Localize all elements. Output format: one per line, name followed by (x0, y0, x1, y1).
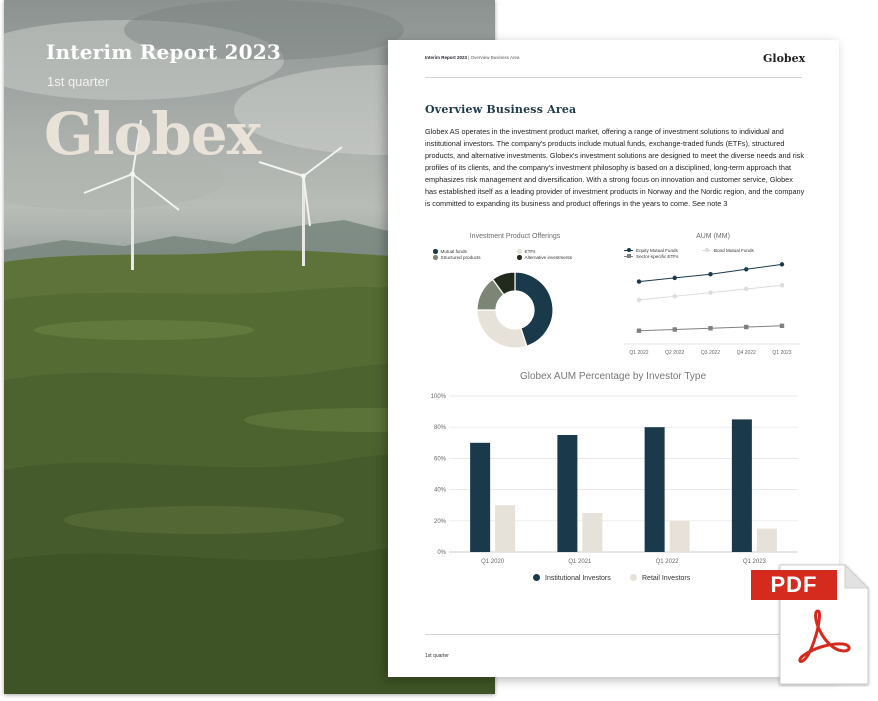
legend-swatch (630, 574, 637, 581)
cover-logo: Globex (44, 100, 261, 168)
legend-label: Structured products (440, 255, 481, 260)
legend-label: Equity Mutual Funds (636, 248, 678, 253)
line-point (636, 279, 642, 284)
x-tick-label: Q3 2022 (701, 350, 720, 356)
donut-legend-mutual-funds: Mutual funds (433, 249, 467, 254)
legend-swatch (702, 248, 711, 252)
legend-swatch (517, 255, 522, 260)
pdf-file-icon[interactable]: PDF (750, 563, 872, 687)
x-tick-label: Q1 2022 (629, 350, 648, 356)
y-tick-label: 100% (431, 394, 447, 400)
header-divider (425, 77, 802, 78)
y-tick-label: 20% (434, 519, 447, 525)
legend-swatch (517, 249, 522, 254)
line-point (636, 297, 642, 303)
donut-slice-mutual-funds (514, 271, 554, 347)
legend-swatch (433, 255, 438, 260)
donut-chart (476, 271, 554, 349)
header-logo: Globex (763, 52, 806, 65)
x-tick-label: Q2 2022 (665, 350, 684, 356)
legend-label: Sector-specific ETFs (636, 254, 679, 259)
line-legend-equity: Equity Mutual Funds (624, 248, 678, 253)
line-point (744, 267, 749, 272)
page-header-breadcrumb: Interim Report 2023 | Overview Business … (425, 55, 519, 60)
donut-legend-alternative: Alternative investments (517, 255, 572, 260)
bar-retail-investors (582, 513, 603, 552)
report-cover: Interim Report 2023 1st quarter Globex (4, 0, 495, 694)
bar-institutional-investors (644, 427, 665, 552)
y-tick-label: 0% (437, 550, 446, 556)
line-legend-bond: Bond Mutual Funds (702, 248, 754, 253)
cover-subtitle: 1st quarter (47, 74, 110, 89)
line-point (672, 327, 677, 332)
legend-swatch (624, 254, 633, 258)
legend-label: Alternative investments (524, 255, 573, 260)
legend-label: Bond Mutual Funds (714, 248, 754, 253)
acrobat-icon (798, 609, 851, 663)
x-tick-label: Q1 2023 (743, 559, 767, 565)
legend-label: Institutional Investors (545, 575, 611, 582)
line-legend-sector: Sector-specific ETFs (624, 254, 678, 259)
bar-institutional-investors (557, 435, 578, 552)
donut-legend-etfs: ETFs (517, 249, 535, 254)
line-point (672, 275, 677, 281)
bar-chart-title: Globex AUM Percentage by Investor Type (519, 371, 707, 382)
legend-swatch (533, 574, 540, 581)
line-point (744, 324, 749, 330)
x-tick-label: Q1 2020 (481, 559, 505, 565)
bar-legend-retail: Retail Investors (630, 574, 690, 582)
line-point (779, 262, 785, 267)
line-point (672, 294, 677, 299)
x-tick-label: Q1 2021 (568, 559, 592, 565)
line-point (708, 290, 713, 295)
pdf-label: PDF (751, 570, 837, 600)
legend-label: Mutual funds (440, 249, 467, 254)
legend-label: Retail Investors (642, 575, 691, 582)
bar-retail-investors (495, 505, 516, 552)
donut-chart-title: Investment Product Offerings (469, 233, 561, 240)
y-tick-label: 40% (434, 488, 447, 494)
bar-legend-institutional: Institutional Investors (533, 574, 611, 582)
bar-retail-investors (756, 528, 777, 552)
bar-institutional-investors (731, 419, 752, 552)
line-point (708, 326, 713, 331)
aum-line-chart: Q1 2022 Q2 2022 Q3 2022 Q4 2022 Q1 2023 (624, 262, 800, 356)
bar-retail-investors (669, 520, 690, 552)
bar-institutional-investors (470, 442, 491, 552)
footer-divider (425, 634, 802, 635)
header-report-name: Interim Report 2023 (425, 55, 468, 60)
cover-title: Interim Report 2023 (46, 40, 281, 64)
line-point (708, 272, 713, 277)
x-tick-label: Q1 2023 (772, 350, 791, 356)
donut-slice-alternative-investments (491, 271, 516, 296)
x-tick-label: Q4 2022 (737, 350, 756, 356)
legend-label: ETFs (524, 249, 536, 254)
page-footer: 1st quarter (425, 653, 449, 659)
page-heading: Overview Business Area (425, 103, 577, 116)
line-point (779, 323, 785, 328)
line-point (636, 328, 642, 333)
aum-bar-chart: 0% 20% 40% 60% 80% 100% Q1 2020 Q1 2021 Q1 2022 Q… (431, 394, 798, 565)
legend-swatch (624, 248, 633, 252)
y-tick-label: 60% (434, 456, 447, 462)
legend-swatch (433, 249, 438, 254)
header-section-name: | Overview Business Area (467, 55, 520, 60)
y-tick-label: 80% (434, 425, 447, 431)
x-tick-label: Q1 2022 (656, 559, 680, 565)
cover-landscape-image (4, 0, 495, 694)
donut-legend-structured: Structured products (433, 255, 481, 260)
line-point (779, 283, 785, 288)
line-point (744, 286, 749, 292)
body-paragraph: Globex AS operates in the investment pro… (425, 127, 805, 208)
line-chart-title: AUM (MM) (696, 233, 730, 240)
